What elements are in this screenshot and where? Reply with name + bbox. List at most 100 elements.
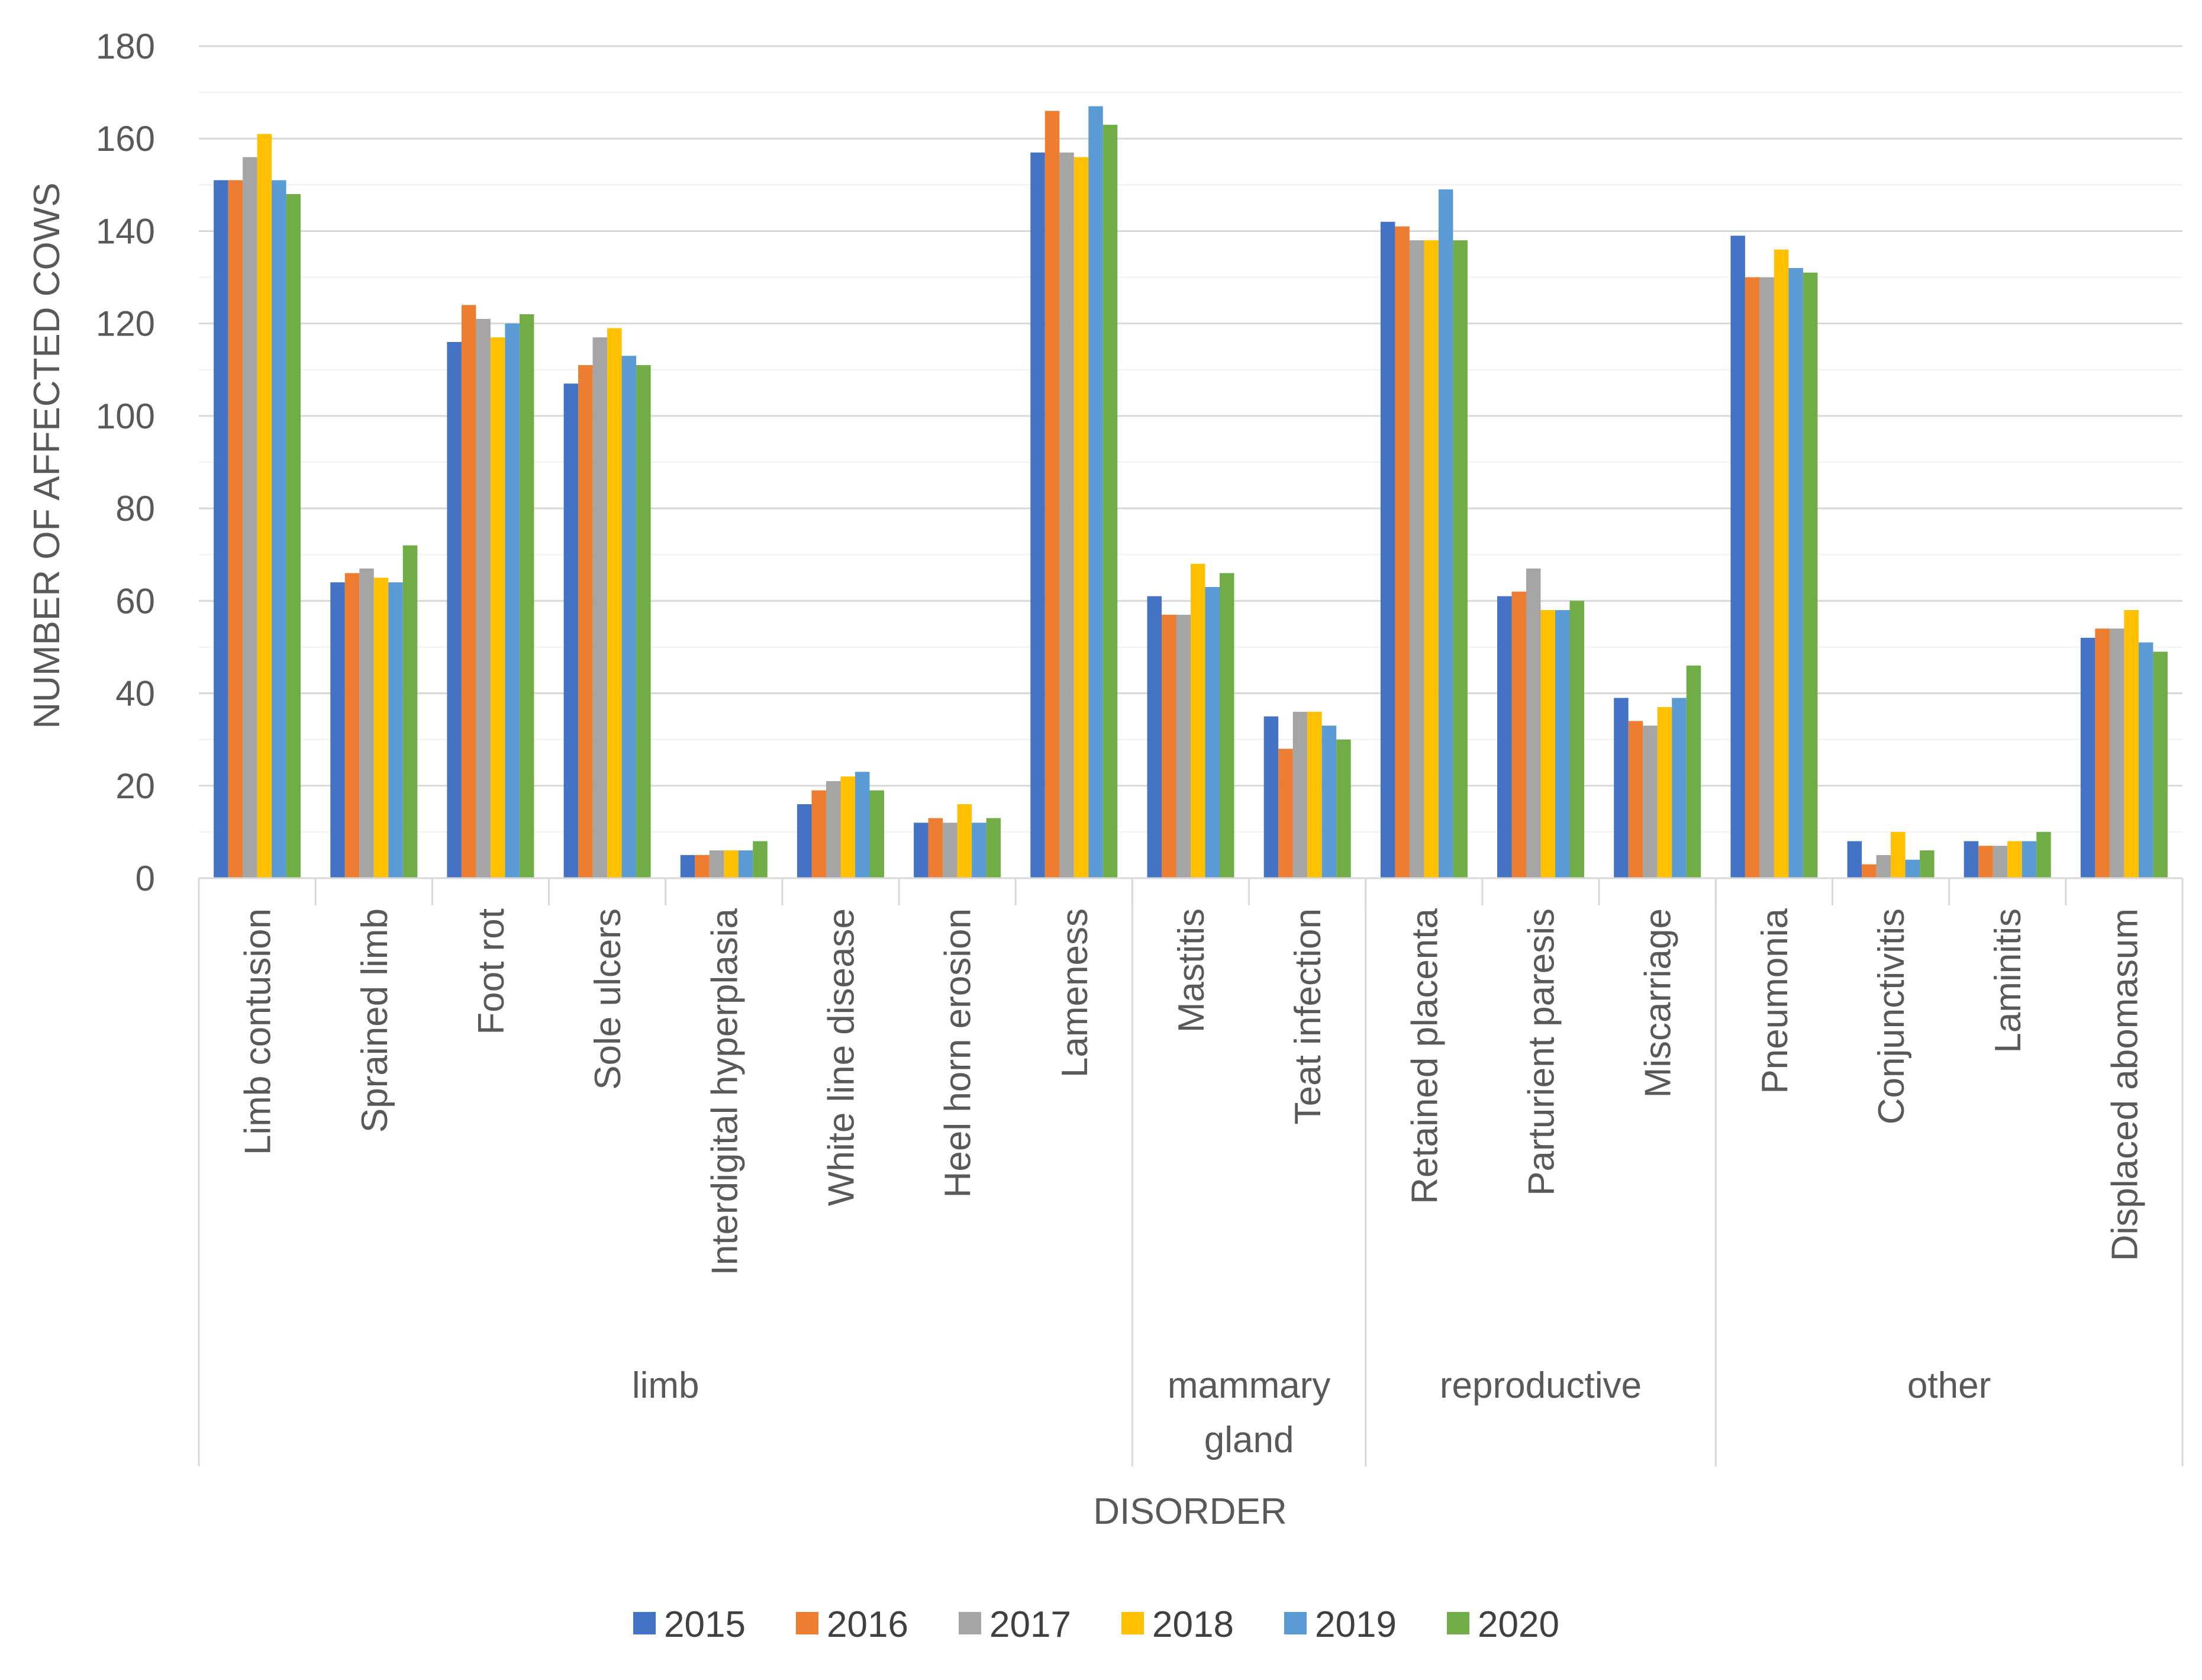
bar-2016-2 <box>461 305 476 878</box>
y-axis-title: NUMBER OF AFFECTED COWS <box>27 182 67 728</box>
y-tick-label: 40 <box>115 674 155 714</box>
legend-swatch-2019 <box>1284 1612 1307 1634</box>
bar-2019-0 <box>272 180 286 878</box>
bar-2018-11 <box>1540 610 1555 878</box>
bar-2018-4 <box>724 850 739 878</box>
bar-2015-7 <box>1030 152 1045 879</box>
legend-swatch-2015 <box>633 1612 656 1634</box>
bar-2016-9 <box>1278 749 1293 878</box>
bar-2016-6 <box>928 818 943 878</box>
bar-2019-9 <box>1321 725 1337 878</box>
legend-swatch-2020 <box>1447 1612 1469 1634</box>
category-label: Displaced abomasum <box>2104 908 2145 1261</box>
category-label: Miscarriage <box>1638 908 1679 1098</box>
bar-2020-14 <box>1920 850 1935 878</box>
category-label: Conjunctivitis <box>1871 908 1912 1124</box>
y-tick-label: 120 <box>96 304 155 344</box>
bar-2017-16 <box>2109 628 2124 878</box>
bar-2019-8 <box>1205 586 1220 878</box>
category-label: Lameness <box>1055 908 1095 1078</box>
bar-2019-3 <box>621 356 637 878</box>
category-label: Laminitis <box>1988 908 2029 1053</box>
bar-2020-12 <box>1686 665 1701 878</box>
bar-2019-13 <box>1788 267 1803 878</box>
category-label: Teat infection <box>1288 908 1329 1124</box>
group-label: other <box>1907 1365 1991 1406</box>
bar-2016-16 <box>2095 628 2110 878</box>
bar-2017-14 <box>1876 854 1891 878</box>
legend-swatch-2018 <box>1121 1612 1144 1634</box>
bar-2018-1 <box>373 578 389 878</box>
bar-2018-0 <box>257 134 272 878</box>
bar-2018-13 <box>1774 249 1789 879</box>
bar-2015-8 <box>1147 596 1162 878</box>
bar-2018-7 <box>1073 157 1089 878</box>
category-label: White line disease <box>821 908 862 1206</box>
y-tick-labels: 0 20 40 60 80 100 120 140 160 180 <box>96 27 155 898</box>
bar-2016-15 <box>1978 846 1993 878</box>
bar-2019-6 <box>972 823 986 878</box>
bar-2016-3 <box>578 365 593 878</box>
category-label: Sprained limb <box>354 908 395 1133</box>
bar-2019-4 <box>738 850 753 878</box>
bar-2019-5 <box>855 772 870 878</box>
bar-2018-12 <box>1657 707 1672 878</box>
bar-2017-7 <box>1059 152 1074 879</box>
legend-label-2019: 2019 <box>1315 1604 1397 1645</box>
group-labels: limb mammary gland reproductive other <box>632 1365 1991 1460</box>
bar-2017-8 <box>1176 614 1191 878</box>
bar-2020-6 <box>986 818 1001 878</box>
legend-label-2018: 2018 <box>1152 1604 1234 1645</box>
bar-2018-15 <box>2007 841 2022 878</box>
bar-2017-1 <box>359 568 374 878</box>
bar-2020-1 <box>402 545 418 878</box>
bar-2017-11 <box>1526 568 1541 878</box>
bar-2019-11 <box>1555 610 1570 878</box>
bar-2019-1 <box>388 582 403 878</box>
bar-2016-12 <box>1628 721 1643 878</box>
bar-2020-11 <box>1569 601 1584 878</box>
bar-2019-7 <box>1088 106 1103 878</box>
legend: 2015 2016 2017 2018 2019 2020 <box>633 1604 1559 1645</box>
bar-2018-6 <box>957 804 972 878</box>
category-labels: Limb contusion Sprained limb Foot rot Sole … <box>238 908 2146 1275</box>
bar-2015-1 <box>330 582 345 878</box>
category-label: Heel horn erosion <box>938 908 979 1198</box>
bar-2020-8 <box>1220 573 1234 878</box>
y-tick-label: 0 <box>136 859 155 898</box>
category-label: Parturient paresis <box>1521 908 1562 1196</box>
bar-2015-14 <box>1847 841 1862 878</box>
bar-2015-10 <box>1380 221 1395 878</box>
legend-label-2015: 2015 <box>664 1604 746 1645</box>
group-label-line: mammary <box>1168 1365 1331 1406</box>
y-tick-label: 80 <box>115 489 155 528</box>
bar-2020-2 <box>519 314 534 878</box>
y-tick-label: 140 <box>96 211 155 251</box>
bar-2017-3 <box>592 337 608 878</box>
bar-2017-9 <box>1292 711 1308 878</box>
bar-2016-5 <box>811 790 826 878</box>
bar-2015-0 <box>214 180 228 878</box>
bar-2018-5 <box>840 776 855 878</box>
bar-2016-7 <box>1044 111 1060 878</box>
category-label: Pneumonia <box>1755 908 1795 1094</box>
bar-2020-7 <box>1102 124 1118 878</box>
bar-2017-6 <box>943 823 957 878</box>
bar-2019-12 <box>1672 698 1687 878</box>
bar-2020-16 <box>2153 652 2168 878</box>
category-label: Interdigital hyperplasia <box>704 908 745 1275</box>
bar-2015-11 <box>1497 596 1512 878</box>
bar-2017-5 <box>826 781 841 878</box>
y-tick-label: 180 <box>96 27 155 66</box>
bar-2018-9 <box>1307 711 1322 878</box>
category-label: Retained placenta <box>1404 908 1445 1204</box>
bar-2015-3 <box>563 383 579 878</box>
bar-2019-10 <box>1438 189 1453 879</box>
y-tick-label: 20 <box>115 766 155 806</box>
axes <box>198 877 2184 1466</box>
bar-2020-15 <box>2036 831 2051 878</box>
bar-2018-2 <box>490 337 505 878</box>
x-axis-title: DISORDER <box>1093 1491 1287 1532</box>
